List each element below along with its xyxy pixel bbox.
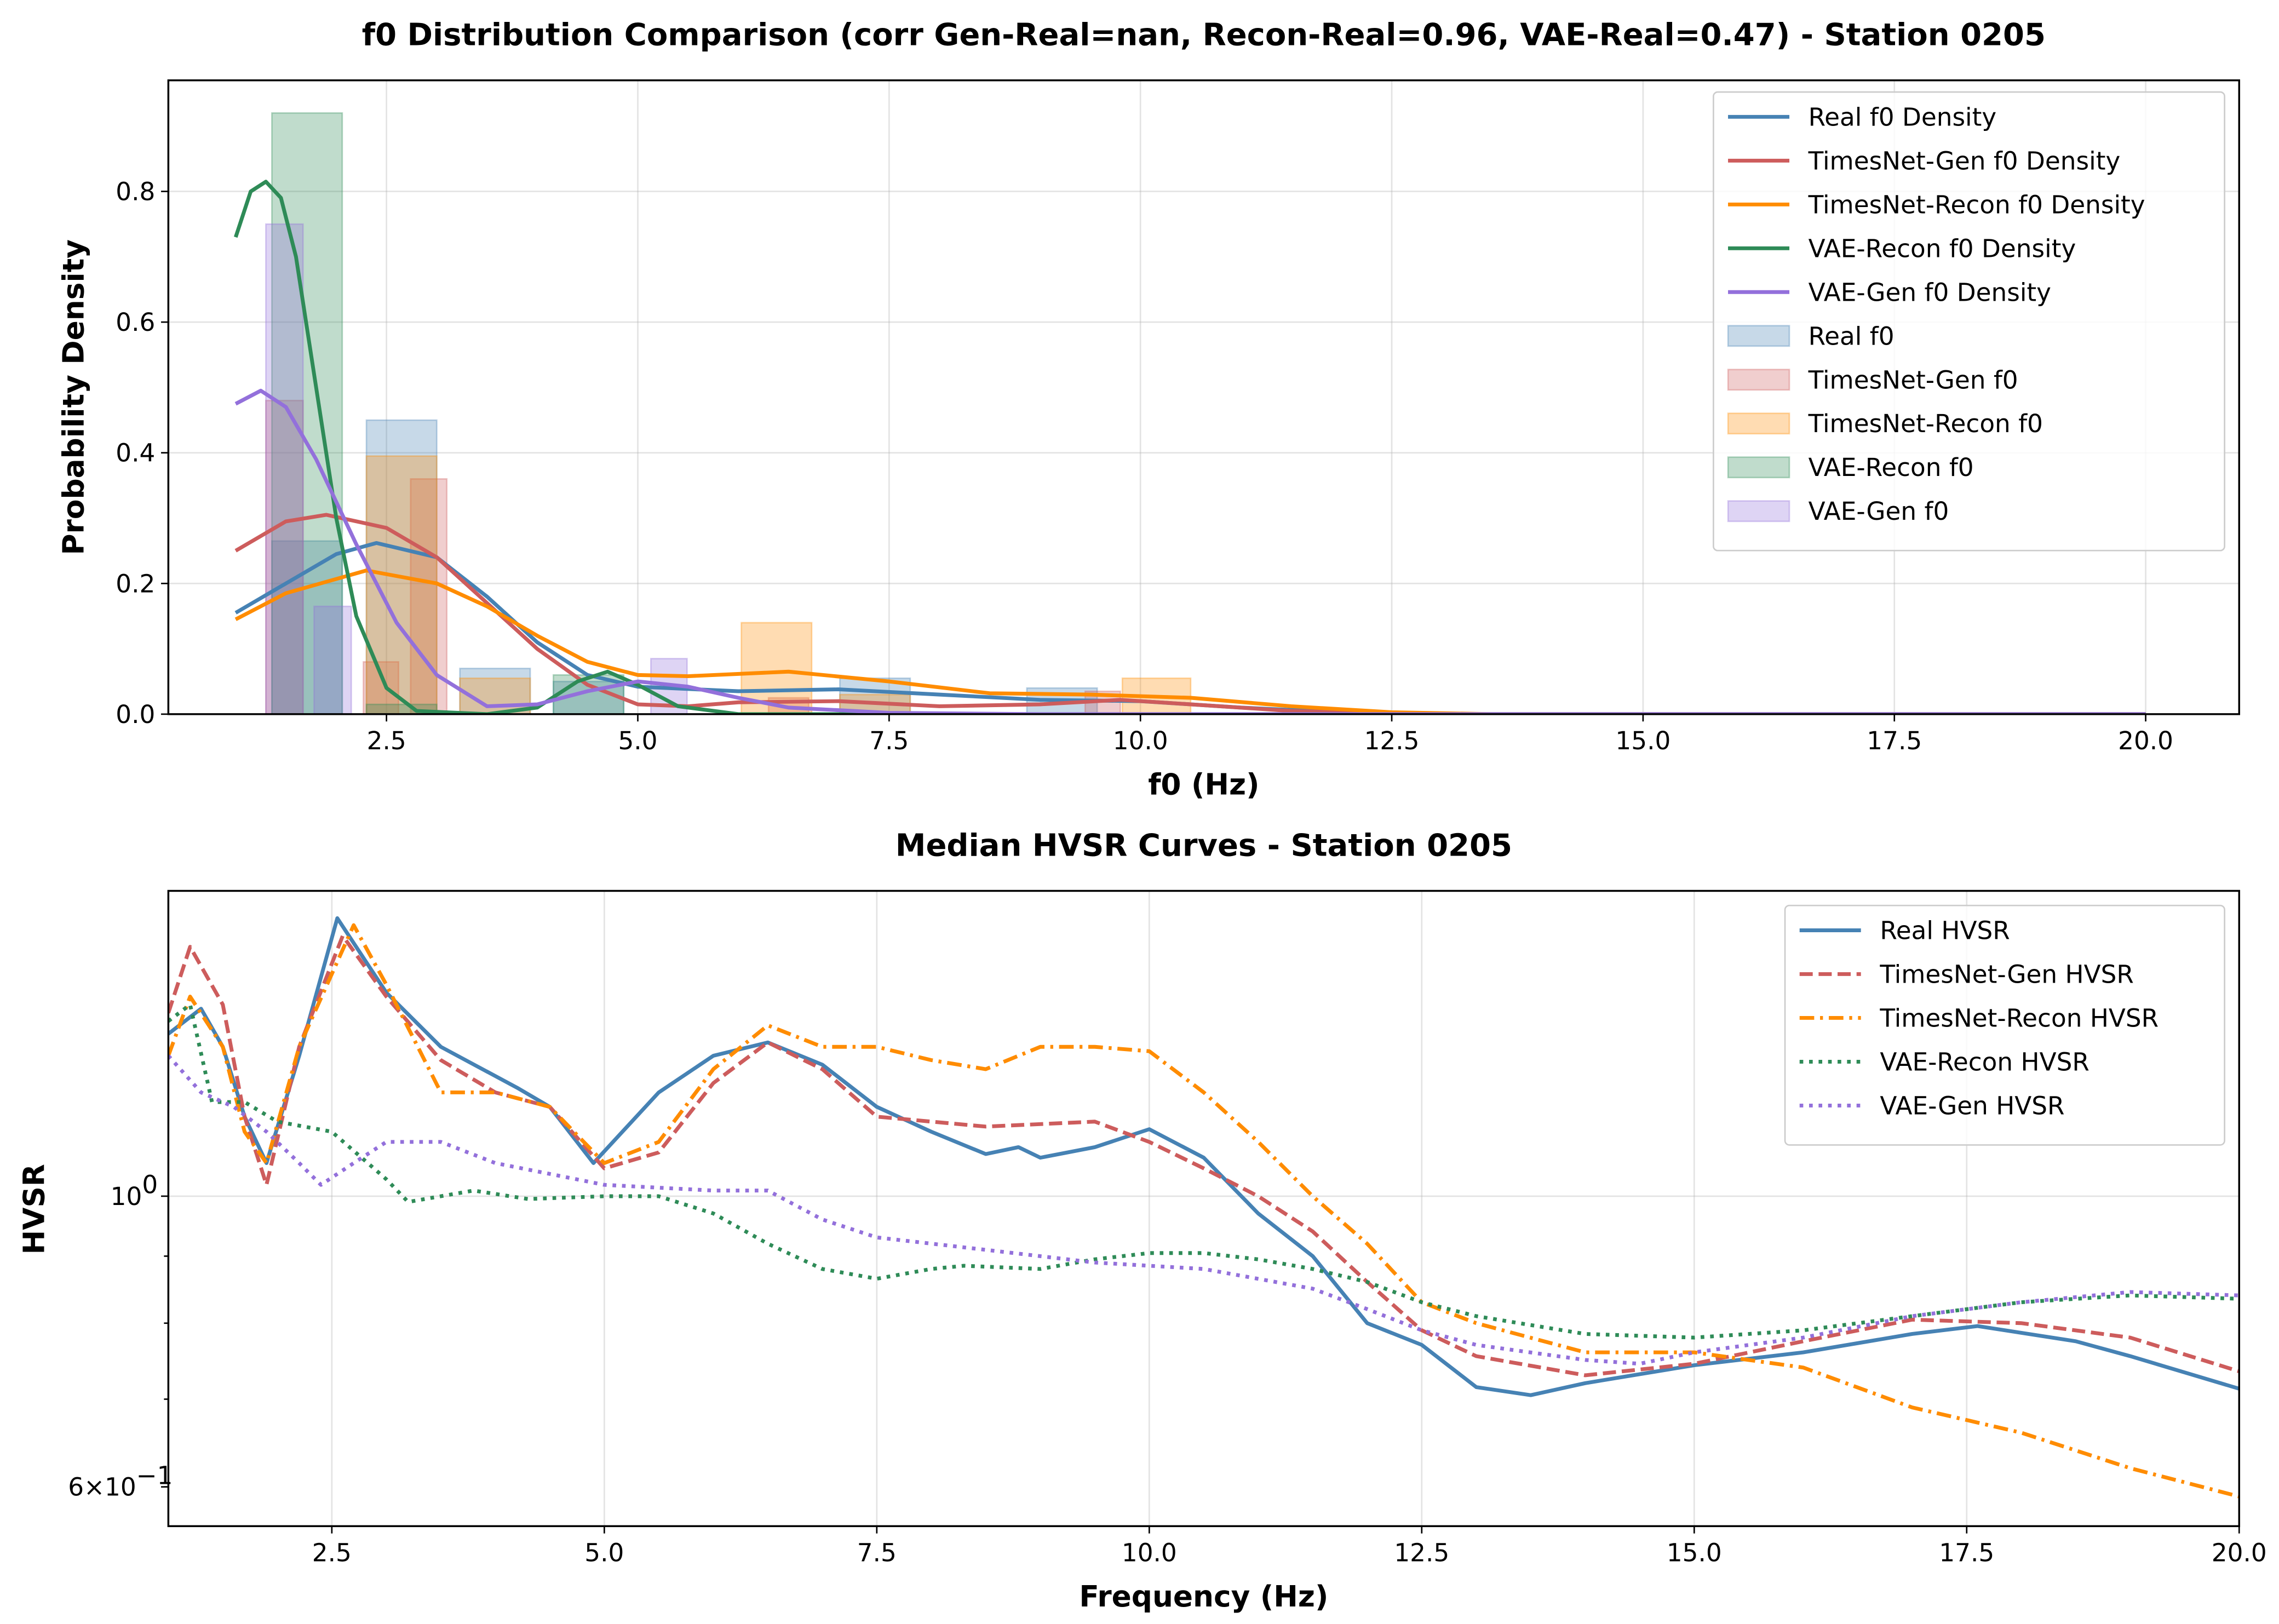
y-tick-exponent: 0: [142, 1170, 158, 1200]
legend-label: VAE-Gen HVSR: [1880, 1091, 2064, 1120]
top-chart-title: f0 Distribution Comparison (corr Gen-Rea…: [362, 18, 2046, 53]
y-tick-label: 0.4: [116, 439, 155, 468]
histogram-bar: [265, 399, 304, 714]
x-tick-label: 20.0: [2212, 1538, 2267, 1567]
plot-marks: [233, 112, 2146, 714]
y-tick-label: 0.6: [116, 308, 155, 337]
axes-frame: [167, 79, 2241, 715]
y-tick-label: 6×10: [68, 1473, 136, 1502]
legend-label: VAE-Gen f0: [1809, 497, 1949, 526]
legend-label: VAE-Recon f0: [1809, 453, 1974, 482]
top-x-axis-label: f0 (Hz): [1148, 768, 1259, 802]
x-tick-label: 20.0: [2118, 726, 2173, 755]
legend-label: TimesNet-Recon f0: [1808, 409, 2043, 438]
x-tick-label: 2.5: [312, 1538, 352, 1567]
y-tick-label: 10: [111, 1182, 142, 1211]
legend-label: Real f0: [1809, 322, 1895, 351]
legend-label: TimesNet-Recon HVSR: [1879, 1003, 2159, 1032]
legend-label: Real f0 Density: [1809, 102, 1997, 131]
legend-swatch: [1727, 369, 1790, 391]
x-tick-label: 2.5: [367, 726, 406, 755]
y-tick-exponent: −1: [136, 1461, 173, 1490]
y-tick-label: 0.0: [116, 700, 155, 729]
histogram-bar: [265, 223, 304, 714]
legend-box: [1713, 91, 2225, 552]
series-line: [234, 388, 2146, 714]
legend-swatch: [1727, 325, 1790, 347]
legend-label: TimesNet-Gen f0 Density: [1808, 146, 2121, 175]
x-tick-label: 17.5: [1939, 1538, 1994, 1567]
x-tick-label: 10.0: [1122, 1538, 1177, 1567]
x-tick-label: 12.5: [1364, 726, 1420, 755]
series-line: [168, 923, 2240, 1499]
x-tick-label: 5.0: [584, 1538, 624, 1567]
x-tick-label: 12.5: [1394, 1538, 1449, 1567]
bottom-x-axis-label: Frequency (Hz): [1079, 1580, 1328, 1614]
legend-swatch: [1727, 412, 1790, 435]
bottom-chart-title: Median HVSR Curves - Station 0205: [895, 828, 1512, 863]
x-tick-label: 15.0: [1615, 726, 1670, 755]
bottom-plot-area: 2.5 5.0 7.5 10.0 12.5 15.0 17.5 20.0 10 0 6×10 −1 Re…: [68, 890, 2267, 1567]
legend-box: [1784, 904, 2225, 1146]
x-tick-label: 17.5: [1867, 726, 1922, 755]
legend-swatch: [1727, 456, 1790, 479]
top-plot-area: 2.5 5.0 7.5 10.0 12.5 15.0 17.5 20.0 0.0 0.2 0.4 0.…: [116, 79, 2241, 755]
x-tick-label: 7.5: [869, 726, 909, 755]
series-line: [234, 569, 2146, 714]
legend-label: VAE-Recon HVSR: [1880, 1047, 2089, 1076]
axes-frame: [167, 890, 2241, 1528]
legend-label: VAE-Recon f0 Density: [1809, 234, 2076, 263]
y-tick-label: 0.8: [116, 177, 155, 206]
legend: Real HVSR TimesNet-Gen HVSR TimesNet-Recon…: [1784, 904, 2225, 1146]
legend-swatch: [1727, 500, 1790, 523]
series-line: [233, 180, 2146, 714]
legend-label: VAE-Gen f0 Density: [1809, 278, 2051, 307]
legend-label: TimesNet-Recon f0 Density: [1808, 190, 2145, 219]
x-tick-label: 5.0: [618, 726, 657, 755]
y-tick-label: 0.2: [116, 569, 155, 598]
series-line: [168, 916, 2240, 1397]
histogram-bar: [313, 605, 352, 714]
legend-label: TimesNet-Gen f0: [1808, 365, 2018, 394]
series-line: [168, 1054, 2240, 1366]
x-tick-label: 10.0: [1113, 726, 1168, 755]
bottom-y-axis-label: HVSR: [18, 1164, 51, 1254]
plot-marks: [168, 916, 2240, 1499]
x-tick-label: 7.5: [857, 1538, 897, 1567]
x-tick-label: 15.0: [1667, 1538, 1722, 1567]
legend-label: Real HVSR: [1880, 916, 2010, 945]
legend-label: TimesNet-Gen HVSR: [1879, 960, 2133, 989]
top-y-axis-label: Probability Density: [57, 239, 91, 555]
histogram-bar: [410, 478, 448, 714]
legend: Real f0 Density TimesNet-Gen f0 Density Ti…: [1713, 91, 2225, 552]
